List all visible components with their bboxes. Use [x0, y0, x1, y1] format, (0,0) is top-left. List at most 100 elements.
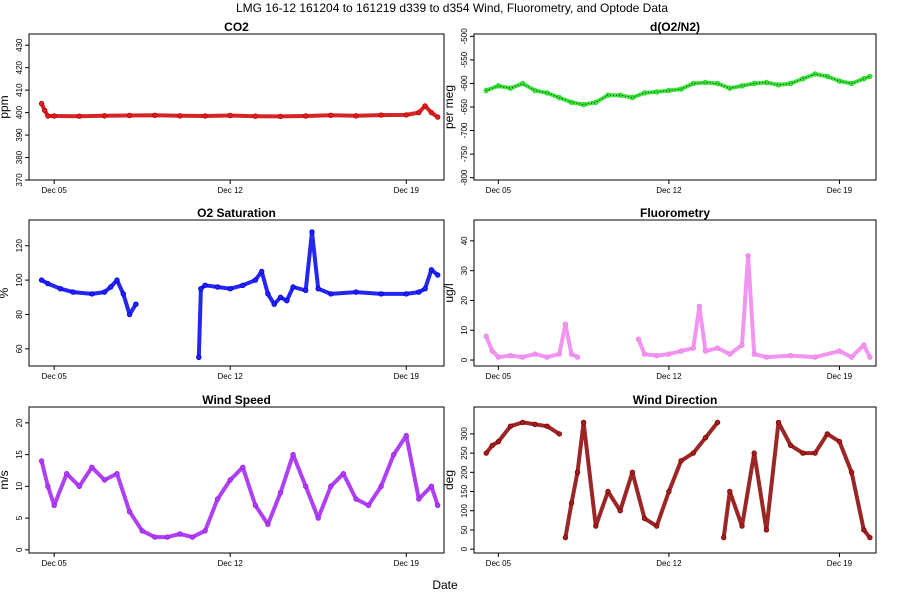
panel-title: CO2 — [224, 20, 249, 34]
data-point — [277, 113, 284, 120]
data-point — [214, 496, 221, 502]
data-point — [520, 419, 526, 426]
panel-3: O2 Saturation% 60 80 100 120 Dec 05 Dec 12 Dec … — [0, 206, 445, 381]
x-tick-label: Dec 12 — [218, 559, 244, 568]
data-point — [152, 112, 158, 119]
data-point — [202, 113, 208, 119]
data-point — [353, 496, 359, 502]
data-point — [861, 527, 867, 533]
data-point — [544, 423, 550, 429]
data-point — [89, 464, 95, 470]
x-tick-label: Dec 19 — [827, 186, 853, 195]
data-point — [428, 483, 435, 489]
data-point — [800, 450, 806, 456]
data-point — [861, 342, 867, 348]
data-point — [507, 352, 514, 359]
data-point — [812, 354, 818, 360]
y-tick-label: 430 — [15, 38, 24, 52]
plot-frame — [473, 406, 877, 554]
x-tick-label: Dec 19 — [394, 559, 420, 568]
data-point — [353, 289, 359, 295]
series-line — [636, 253, 872, 360]
data-point — [202, 282, 208, 288]
data-point — [836, 438, 843, 445]
data-point — [751, 450, 757, 456]
y-tick-label: 80 — [15, 309, 24, 318]
data-point — [290, 284, 296, 290]
data-point — [120, 291, 127, 297]
data-point — [605, 488, 611, 495]
y-axis-label: ppm — [0, 95, 11, 118]
data-point — [177, 531, 183, 537]
data-point — [76, 483, 83, 489]
y-tick-label: -650 — [460, 98, 469, 115]
data-point — [259, 268, 265, 275]
y-tick-label: -550 — [460, 51, 469, 68]
y-axis-label: deg — [442, 470, 456, 490]
y-tick-label: -600 — [460, 75, 469, 92]
data-point — [198, 286, 204, 292]
y-tick-label: 300 — [460, 427, 469, 441]
y-tick-label: 0 — [460, 546, 469, 551]
data-point — [70, 289, 76, 295]
panel-6: Wind Direction deg 0 50 100 150 200 250 300 Dec 0… — [442, 393, 877, 568]
data-point — [340, 471, 347, 477]
data-point — [520, 80, 526, 87]
x-tick-label: Dec 19 — [394, 186, 420, 195]
data-point — [403, 432, 409, 439]
y-tick-label: 410 — [15, 83, 24, 97]
data-point — [629, 469, 636, 475]
data-point — [126, 112, 133, 119]
data-point — [867, 73, 873, 80]
data-point — [108, 284, 114, 290]
plot-frame — [28, 406, 445, 554]
series-line — [721, 420, 872, 540]
data-point — [574, 354, 581, 360]
data-point — [617, 508, 623, 514]
data-point — [240, 282, 246, 288]
data-point — [277, 490, 284, 496]
y-tick-label: -750 — [460, 146, 469, 163]
data-point — [126, 509, 133, 515]
data-point — [38, 458, 45, 464]
data-point — [532, 351, 538, 357]
data-point — [45, 280, 51, 287]
panel-title: O2 Saturation — [197, 206, 276, 220]
series-line — [196, 230, 440, 360]
data-point — [861, 76, 867, 82]
series-1 — [38, 432, 441, 540]
data-point — [57, 286, 64, 292]
data-point — [507, 85, 514, 91]
data-point — [315, 286, 321, 292]
panel-5: Wind Speed m/s 0 5 10 15 20 Dec 05 Dec 12 Dec 19 — [0, 393, 445, 568]
data-point — [489, 348, 495, 354]
data-point — [562, 534, 569, 541]
y-tick-label: -500 — [460, 28, 469, 45]
data-point — [568, 351, 575, 357]
data-point — [101, 289, 108, 295]
data-point — [495, 354, 502, 360]
data-point — [727, 488, 733, 495]
data-point — [309, 229, 315, 235]
series-1 — [38, 277, 139, 318]
data-point — [353, 113, 359, 119]
plot-frame — [473, 33, 877, 181]
data-point — [654, 523, 660, 529]
data-point — [284, 298, 290, 304]
data-point — [763, 527, 770, 533]
data-point — [303, 287, 309, 294]
data-point — [721, 534, 727, 541]
data-point — [739, 523, 745, 529]
data-point — [252, 113, 259, 119]
data-point — [101, 113, 108, 119]
data-point — [641, 351, 648, 357]
y-tick-label: 380 — [15, 150, 24, 164]
data-point — [435, 272, 441, 278]
data-point — [678, 458, 684, 464]
data-point — [800, 76, 806, 82]
data-point — [114, 277, 120, 283]
data-point — [240, 464, 246, 470]
data-point — [416, 289, 422, 295]
data-point — [378, 291, 384, 297]
